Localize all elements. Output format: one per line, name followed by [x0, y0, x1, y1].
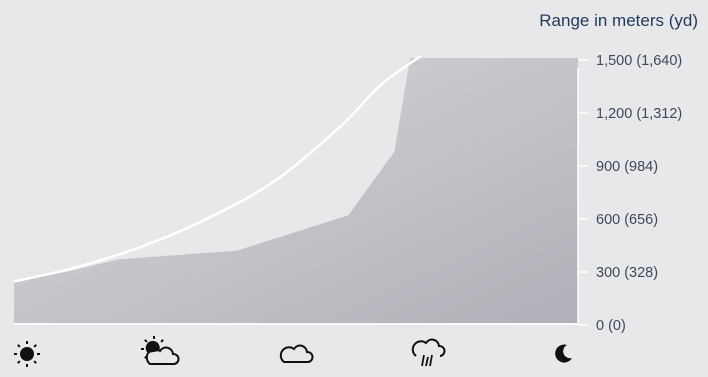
partly-cloudy-icon	[141, 336, 180, 365]
rain-icon	[411, 338, 446, 367]
clear-day-icon	[14, 341, 40, 367]
night-icon	[555, 344, 572, 363]
cloudy-icon	[279, 344, 314, 363]
y-tick-label: 900 (984)	[596, 159, 658, 175]
y-tick-label: 300 (328)	[596, 265, 658, 281]
range-area	[14, 58, 578, 323]
range-line	[13, 55, 422, 283]
y-tick-label: 600 (656)	[596, 212, 658, 228]
y-tick-label: 1,500 (1,640)	[596, 53, 682, 69]
y-axis-title: Range in meters (yd)	[539, 11, 698, 30]
y-tick-label: 1,200 (1,312)	[596, 106, 682, 122]
y-tick-label: 0 (0)	[596, 318, 626, 334]
